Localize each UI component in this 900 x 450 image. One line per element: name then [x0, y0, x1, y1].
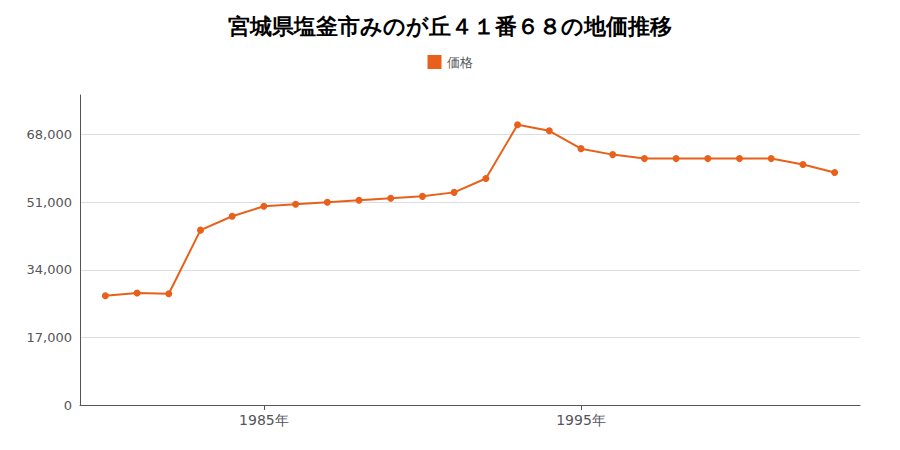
svg-text:価格: 価格: [447, 55, 473, 70]
svg-text:34,000: 34,000: [27, 262, 73, 277]
svg-text:51,000: 51,000: [27, 195, 73, 210]
svg-text:1985年: 1985年: [239, 412, 289, 428]
svg-text:68,000: 68,000: [27, 127, 73, 142]
svg-text:17,000: 17,000: [27, 330, 73, 345]
svg-text:宮城県塩釜市みのが丘４１番６８の地価推移: 宮城県塩釜市みのが丘４１番６８の地価推移: [228, 14, 672, 39]
svg-text:0: 0: [64, 398, 72, 413]
svg-text:1995年: 1995年: [556, 412, 606, 428]
